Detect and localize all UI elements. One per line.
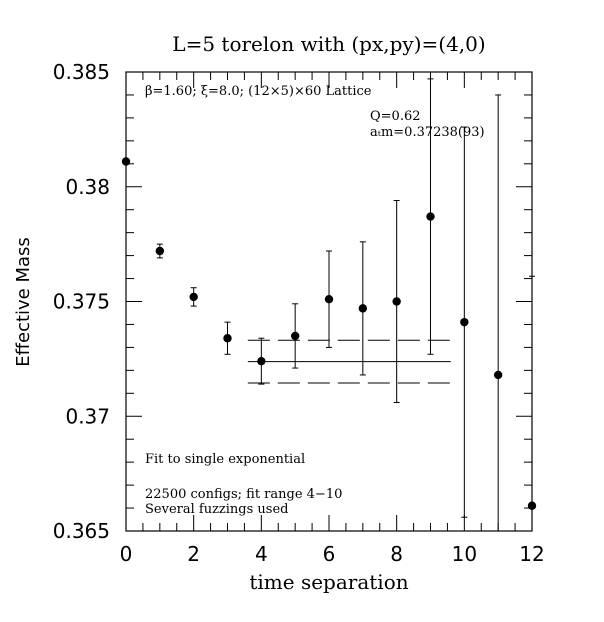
data-point [358, 304, 368, 313]
data-point [189, 292, 198, 302]
x-tick-label: 2 [187, 542, 200, 566]
data-point [392, 297, 401, 306]
data-point [257, 356, 266, 366]
y-tick-label: 0.385 [53, 60, 110, 84]
data-point [121, 157, 131, 166]
x-tick-labels: 0 2 4 6 8 10 12 [120, 542, 545, 566]
fit-band [247, 339, 451, 384]
x-tick-label: 4 [255, 542, 268, 566]
y-tick-labels: 0.365 0.37 0.375 0.38 0.385 [53, 60, 110, 543]
data-point [493, 370, 503, 380]
x-tick-label: 10 [452, 542, 477, 566]
y-tick-label: 0.375 [53, 290, 110, 314]
data-point [155, 246, 165, 256]
fit-type-annotation: Fit to single exponential [145, 452, 305, 467]
lattice-annotation: β=1.60; ξ=8.0; (12×5)×60 Lattice [145, 84, 372, 99]
data-point [324, 295, 334, 304]
x-tick-label: 0 [120, 542, 133, 566]
x-tick-label: 8 [390, 542, 403, 566]
fuzzing-annotation: Several fuzzings used [145, 502, 289, 517]
q-annotation: Q=0.62 [370, 109, 421, 124]
y-tick-label: 0.365 [53, 519, 110, 543]
mass-annotation: aₜm=0.37238(93) [370, 125, 485, 140]
data-point [426, 212, 435, 221]
data-point [223, 334, 232, 343]
y-tick-label: 0.38 [65, 175, 110, 199]
configs-annotation: 22500 configs; fit range 4−10 [145, 487, 342, 502]
y-tick-label: 0.37 [65, 404, 110, 428]
x-tick-label: 12 [519, 542, 544, 566]
data-point [460, 317, 469, 327]
x-tick-label: 6 [323, 542, 336, 566]
y-axis-label: Effective Mass [13, 237, 34, 367]
data-point [527, 501, 537, 510]
data-points [121, 78, 537, 531]
chart-title: L=5 torelon with (px,py)=(4,0) [172, 32, 485, 56]
data-point [290, 331, 300, 341]
x-axis-label: time separation [249, 570, 408, 594]
